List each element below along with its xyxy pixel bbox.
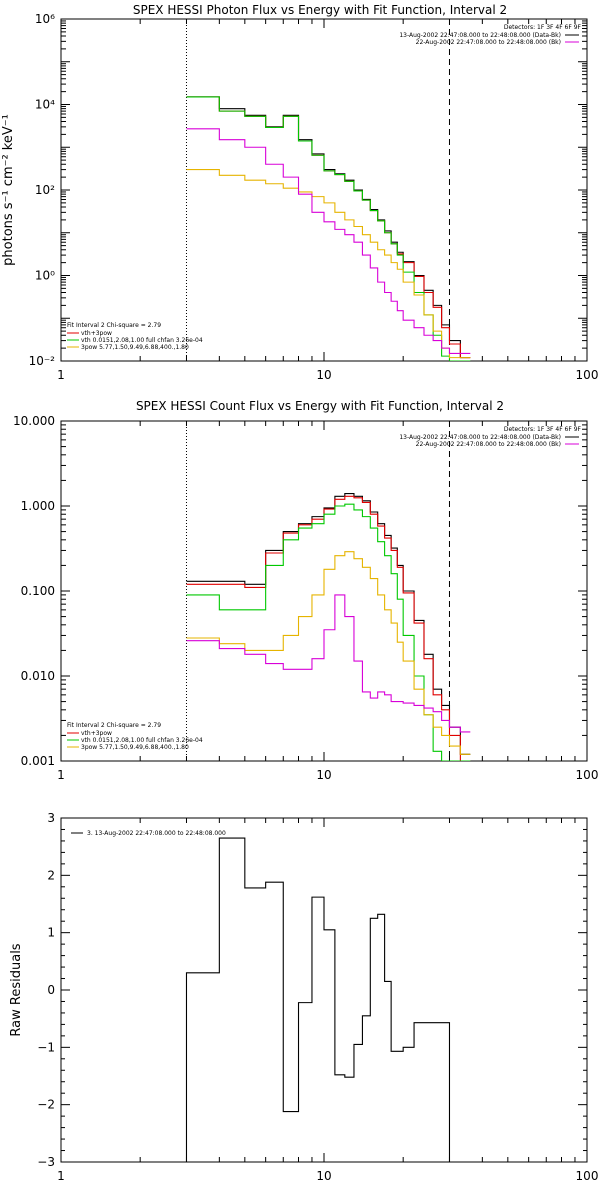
legend-entry-label: 22-Aug-2002 22:47:08.000 to 22:48:08.000… xyxy=(416,39,561,46)
y-tick-label: −1 xyxy=(37,1040,55,1054)
series-4-step-line xyxy=(186,128,471,355)
y-tick-label: 0.001 xyxy=(21,754,55,768)
x-tick-label: 100 xyxy=(576,368,599,382)
y-tick-label: 10² xyxy=(35,183,55,197)
series-0-step-line xyxy=(185,837,451,1162)
legend-entry-label: 22-Aug-2002 22:47:08.000 to 22:48:08.000… xyxy=(416,441,561,448)
photon-flux-panel: SPEX HESSI Photon Flux vs Energy with Fi… xyxy=(1,3,598,382)
series-2-step-line xyxy=(186,96,471,361)
legend-detectors: Detectors: 1F 3F 4F 6F 9F xyxy=(504,426,582,433)
y-tick-label: 0 xyxy=(47,983,55,997)
legend-entry-label: 3pow 5.77,1.50,9.49,6.88,400.,1.80 xyxy=(81,344,189,351)
legend-fit-header: Fit Interval 2 Chi-square = 2.79 xyxy=(67,722,161,729)
y-tick-label: 1 xyxy=(47,926,55,940)
legend-entry-label: vth+3pow xyxy=(81,330,112,337)
y-tick-label: 2 xyxy=(47,868,55,882)
y-tick-label: 0.100 xyxy=(21,584,55,598)
y-tick-label: −3 xyxy=(37,1155,55,1169)
legend-entry-label: vth+3pow xyxy=(81,730,112,737)
plot-frame xyxy=(60,18,588,362)
legend-fit-header: Fit Interval 2 Chi-square = 2.79 xyxy=(67,322,161,329)
y-tick-label: 10⁶ xyxy=(35,12,55,26)
count-flux-title: SPEX HESSI Count Flux vs Energy with Fit… xyxy=(136,399,504,413)
y-tick-label: 10.000 xyxy=(13,414,55,428)
residuals-ylabel: Raw Residuals xyxy=(9,943,24,1036)
legend-entry-label: 13-Aug-2002 22:47:08.000 to 22:48:08.000… xyxy=(399,434,561,441)
y-tick-label: 10⁻² xyxy=(29,354,56,368)
series-3-step-line xyxy=(186,169,471,359)
series-4-step-line xyxy=(186,594,471,733)
x-tick-label: 10 xyxy=(316,768,331,782)
x-tick-label: 10 xyxy=(316,1169,331,1183)
x-tick-label: 1 xyxy=(57,768,65,782)
count-flux-panel: SPEX HESSI Count Flux vs Energy with Fit… xyxy=(13,399,598,782)
residuals-plot-area: 1 10 100 −3 −2 −1 0 1 2 3 3. 13-Aug-2002 22:47:08.… xyxy=(37,811,598,1183)
x-tick-label: 1 xyxy=(57,1169,65,1183)
legend-entry-label: vth 0.0151,2.08,1.00 full chfan 3.26e-04 xyxy=(81,337,203,344)
series-1-step-line xyxy=(186,96,471,359)
x-tick-label: 10 xyxy=(316,368,331,382)
plot-frame xyxy=(60,817,588,1163)
count-flux-plot-area: 1 10 100 0.001 0.010 0.100 1.000 10.000 Detector… xyxy=(13,414,598,782)
x-tick-label: 100 xyxy=(576,1169,599,1183)
series-0-step-line xyxy=(186,96,471,359)
y-tick-label: 10⁴ xyxy=(35,98,55,112)
legend-entry-label: 3. 13-Aug-2002 22:47:08.000 to 22:48:08.… xyxy=(87,830,226,837)
y-tick-label: 1.000 xyxy=(21,499,55,513)
y-tick-label: 0.010 xyxy=(21,669,55,683)
series-1-step-line xyxy=(186,495,471,761)
residuals-panel: Raw Residuals 1 10 100 −3 −2 −1 0 1 2 3 3. 13-Aug-… xyxy=(9,811,598,1183)
legend-detectors: Detectors: 1F 3F 4F 6F 9F xyxy=(504,24,582,31)
photon-flux-plot-area: 1 10 100 10⁻² 10⁰ 10² 10⁴ 10⁶ Detectors: 1F 3F 4… xyxy=(29,12,599,382)
legend-entry-label: 3pow 5.77,1.50,9.49,6.88,400.,1.80 xyxy=(81,744,189,751)
photon-flux-title: SPEX HESSI Photon Flux vs Energy with Fi… xyxy=(133,3,507,17)
series-3-step-line xyxy=(186,551,471,755)
legend-entry-label: vth 0.0151,2.08,1.00 full chfan 3.26e-04 xyxy=(81,737,203,744)
series-2-step-line xyxy=(186,503,471,761)
y-tick-label: −2 xyxy=(37,1098,55,1112)
legend-entry-label: 13-Aug-2002 22:47:08.000 to 22:48:08.000… xyxy=(399,32,561,39)
photon-flux-ylabel: photons s⁻¹ cm⁻² keV⁻¹ xyxy=(1,114,16,266)
y-tick-label: 10⁰ xyxy=(35,269,55,283)
x-tick-label: 100 xyxy=(576,768,599,782)
x-tick-label: 1 xyxy=(57,368,65,382)
y-tick-label: 3 xyxy=(47,811,55,825)
